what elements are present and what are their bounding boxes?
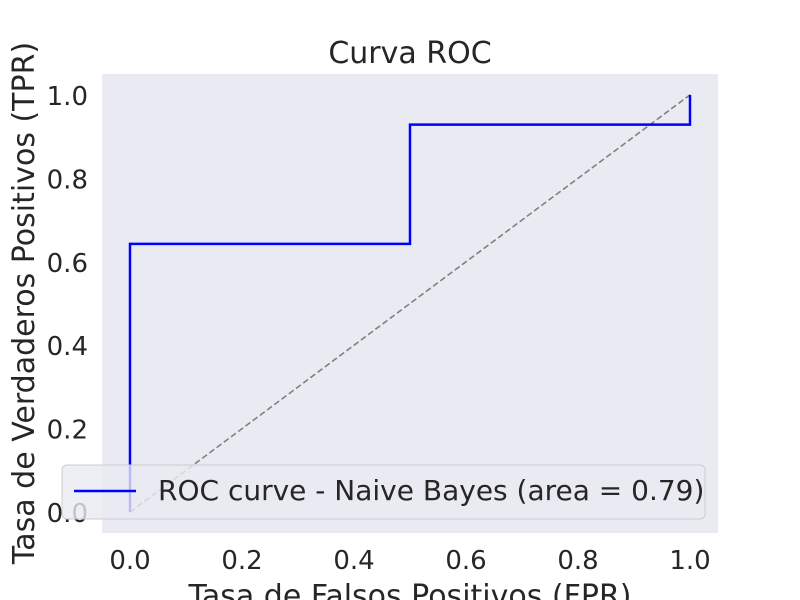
legend-box [61, 464, 706, 520]
y-tick-label: 0.2 [47, 416, 88, 446]
y-axis-ticks: 0.00.20.40.60.81.0 [47, 82, 88, 529]
x-tick-label: 0.0 [109, 546, 150, 576]
x-tick-label: 0.6 [445, 546, 486, 576]
x-axis-ticks: 0.0 0.2 0.4 0.6 0.8 1.0 [109, 546, 710, 576]
y-tick-label: 0.6 [47, 249, 88, 279]
y-tick-label: 0.4 [47, 332, 88, 362]
y-tick-label: 0.8 [47, 165, 88, 195]
y-tick-label: 1.0 [47, 82, 88, 112]
legend: ROC curve - Naive Bayes (area = 0.79) [61, 464, 706, 520]
x-tick-label: 1.0 [669, 546, 710, 576]
chance-diagonal-line [129, 94, 691, 513]
y-axis-label: Tasa de Verdaderos Positivos (TPR) [7, 42, 42, 565]
x-axis-label: Tasa de Falsos Positivos (FPR) [187, 579, 631, 600]
legend-label: ROC curve - Naive Bayes (area = 0.79) [158, 474, 704, 507]
chart-title: Curva ROC [328, 36, 491, 71]
x-tick-label: 0.4 [333, 546, 374, 576]
x-tick-label: 0.8 [557, 546, 598, 576]
x-tick-label: 0.2 [221, 546, 262, 576]
